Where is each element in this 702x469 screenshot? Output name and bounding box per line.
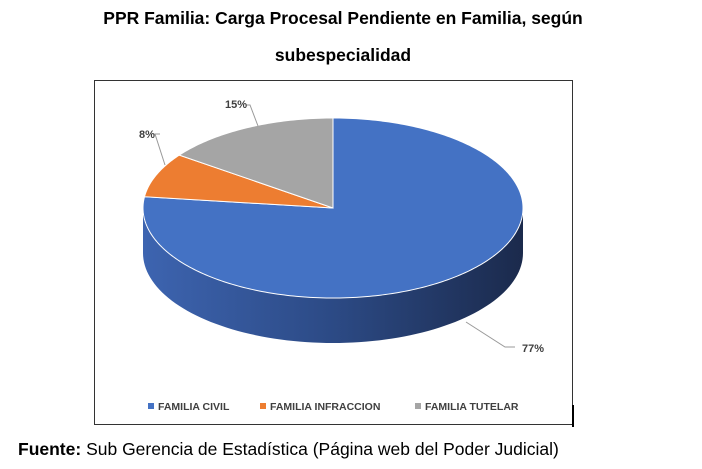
chart-title-line-2: subespecialidad: [274, 45, 412, 65]
chart-area: [94, 80, 573, 425]
data-label: 15%: [225, 99, 247, 111]
chart-title-line-1: PPR Familia: Carga Procesal Pendiente en…: [103, 8, 583, 28]
source-label: Fuente:: [18, 439, 82, 459]
pie-side-familia-civil: [143, 208, 523, 343]
pie-slice-familia-infraccion: [143, 154, 334, 209]
legend-label: FAMILIA CIVIL: [158, 401, 230, 413]
leader-line: [246, 104, 259, 127]
pie-slice-familia-tutelar: [178, 117, 334, 209]
border-mark: [572, 405, 574, 427]
legend-swatch: [415, 403, 421, 409]
leader-line: [465, 321, 515, 348]
data-label: 77%: [522, 343, 544, 355]
source-text: Sub Gerencia de Estadística (Página web …: [81, 439, 559, 459]
source-note: Fuente: Sub Gerencia de Estadística (Pág…: [18, 439, 559, 460]
data-label: 8%: [139, 129, 155, 141]
legend-label: FAMILIA TUTELAR: [425, 401, 519, 413]
legend-swatch: [148, 403, 154, 409]
legend-swatch: [260, 403, 266, 409]
legend-label: FAMILIA INFRACCION: [270, 401, 380, 413]
leader-line: [154, 133, 166, 166]
